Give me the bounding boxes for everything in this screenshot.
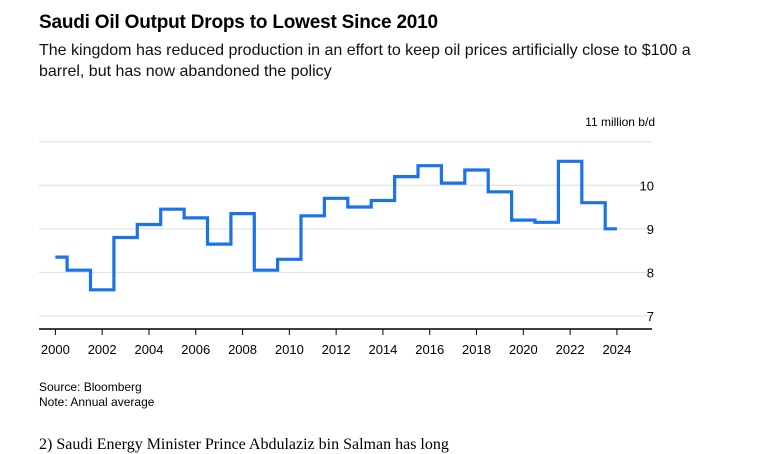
x-tick-label: 2020 (509, 342, 538, 357)
x-tick-label: 2004 (135, 342, 164, 357)
x-tick-label: 2002 (88, 342, 117, 357)
x-tick-label: 2018 (462, 342, 491, 357)
x-tick-label: 2022 (556, 342, 585, 357)
x-tick-label: 2008 (228, 342, 257, 357)
x-tick-label: 2006 (181, 342, 210, 357)
chart-title: Saudi Oil Output Drops to Lowest Since 2… (39, 12, 438, 33)
x-axis-ticks: 2000 2002 2004 2006 2008 2010 2012 2014 2016 2018… (41, 329, 631, 357)
chart-subtitle: The kingdom has reduced production in an… (39, 42, 691, 80)
y-tick-label: 10 (640, 178, 654, 193)
y-tick-label: 7 (647, 309, 654, 324)
footer: Source: Bloomberg Note: Annual average (39, 380, 154, 410)
x-tick-label: 2014 (368, 342, 397, 357)
y-axis-ticks: 7 8 9 10 (640, 178, 654, 324)
x-tick-label: 2024 (602, 342, 631, 357)
x-tick-label: 2012 (322, 342, 351, 357)
x-tick-label: 2016 (415, 342, 444, 357)
series-line (55, 159, 617, 292)
x-tick-label: 2000 (41, 342, 70, 357)
following-paragraph: 2) Saudi Energy Minister Prince Abdulazi… (39, 436, 449, 453)
x-tick-label: 2010 (275, 342, 304, 357)
y-axis-unit-label: 11 million b/d (585, 115, 655, 129)
y-tick-label: 8 (647, 265, 654, 280)
source-note: Source: Bloomberg (39, 380, 142, 394)
grid-lines (39, 141, 652, 317)
data-note: Note: Annual average (39, 395, 155, 409)
y-tick-label: 9 (647, 222, 654, 237)
